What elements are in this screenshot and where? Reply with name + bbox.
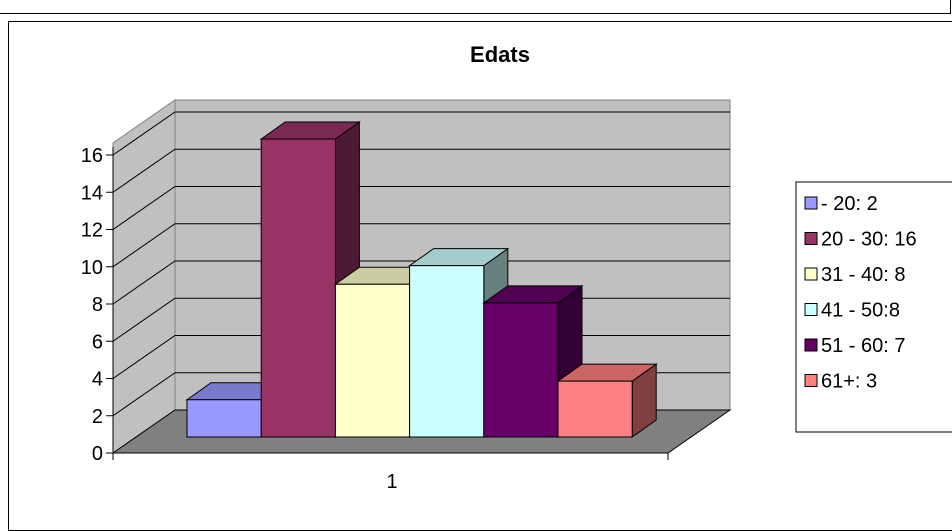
y-tick-label: 2 [92, 406, 103, 428]
legend-item: 20 - 30: 16 [804, 229, 917, 251]
y-tick-label: 16 [81, 145, 103, 167]
bar-front [557, 380, 633, 438]
legend-label: 31 - 40: 8 [821, 264, 906, 286]
bar-6 [556, 363, 658, 438]
y-tick-label: 12 [81, 220, 103, 242]
legend-label: 41 - 50:8 [821, 300, 900, 322]
legend-item: 41 - 50:8 [804, 300, 900, 322]
bar-front [334, 283, 411, 438]
gridline [112, 186, 730, 230]
y-tick-label: 14 [81, 182, 103, 204]
legend-label: - 20: 2 [821, 193, 878, 215]
legend: - 20: 2 20 - 30: 16 31 - 40: 8 41 - 50:8 51 … [795, 181, 952, 433]
gridline [112, 111, 730, 156]
legend-item: 51 - 60: 7 [804, 335, 906, 357]
y-tick-label: 0 [92, 443, 103, 465]
legend-swatch [804, 232, 818, 245]
bar-front [260, 138, 336, 438]
legend-swatch [804, 196, 818, 210]
legend-swatch [804, 267, 818, 281]
legend-item: 31 - 40: 8 [804, 264, 906, 286]
legend-swatch [804, 338, 818, 352]
x-tick-label: 1 [386, 471, 397, 493]
bar-front [186, 399, 262, 438]
legend-item: - 20: 2 [804, 193, 878, 215]
y-tick-label: 6 [92, 331, 103, 353]
gridline [112, 223, 730, 268]
legend-swatch [804, 303, 818, 316]
bar-front [483, 302, 559, 438]
y-tick-labels: 0 2 4 6 8 10 12 14 16 [81, 145, 103, 465]
side-wall [112, 99, 176, 454]
legend-swatch [804, 374, 818, 387]
gridline [112, 260, 730, 305]
bar-front [409, 265, 485, 438]
legend-label: 61+: 3 [821, 371, 877, 393]
y-tick-label: 10 [81, 257, 103, 279]
gridline [112, 148, 730, 193]
legend-item: 61+: 3 [804, 371, 877, 393]
top-border-strip [0, 0, 951, 14]
legend-label: 20 - 30: 16 [821, 229, 917, 251]
y-tick-label: 8 [92, 294, 103, 316]
bars [185, 121, 658, 438]
x-tick-labels: 1 [386, 471, 397, 493]
legend-box [795, 181, 952, 433]
axes [106, 147, 669, 460]
legend-label: 51 - 60: 7 [821, 335, 906, 357]
bar-4 [408, 247, 510, 438]
chart-title: Edats [470, 42, 530, 67]
bar-5 [482, 284, 584, 438]
y-tick-label: 4 [92, 369, 103, 391]
